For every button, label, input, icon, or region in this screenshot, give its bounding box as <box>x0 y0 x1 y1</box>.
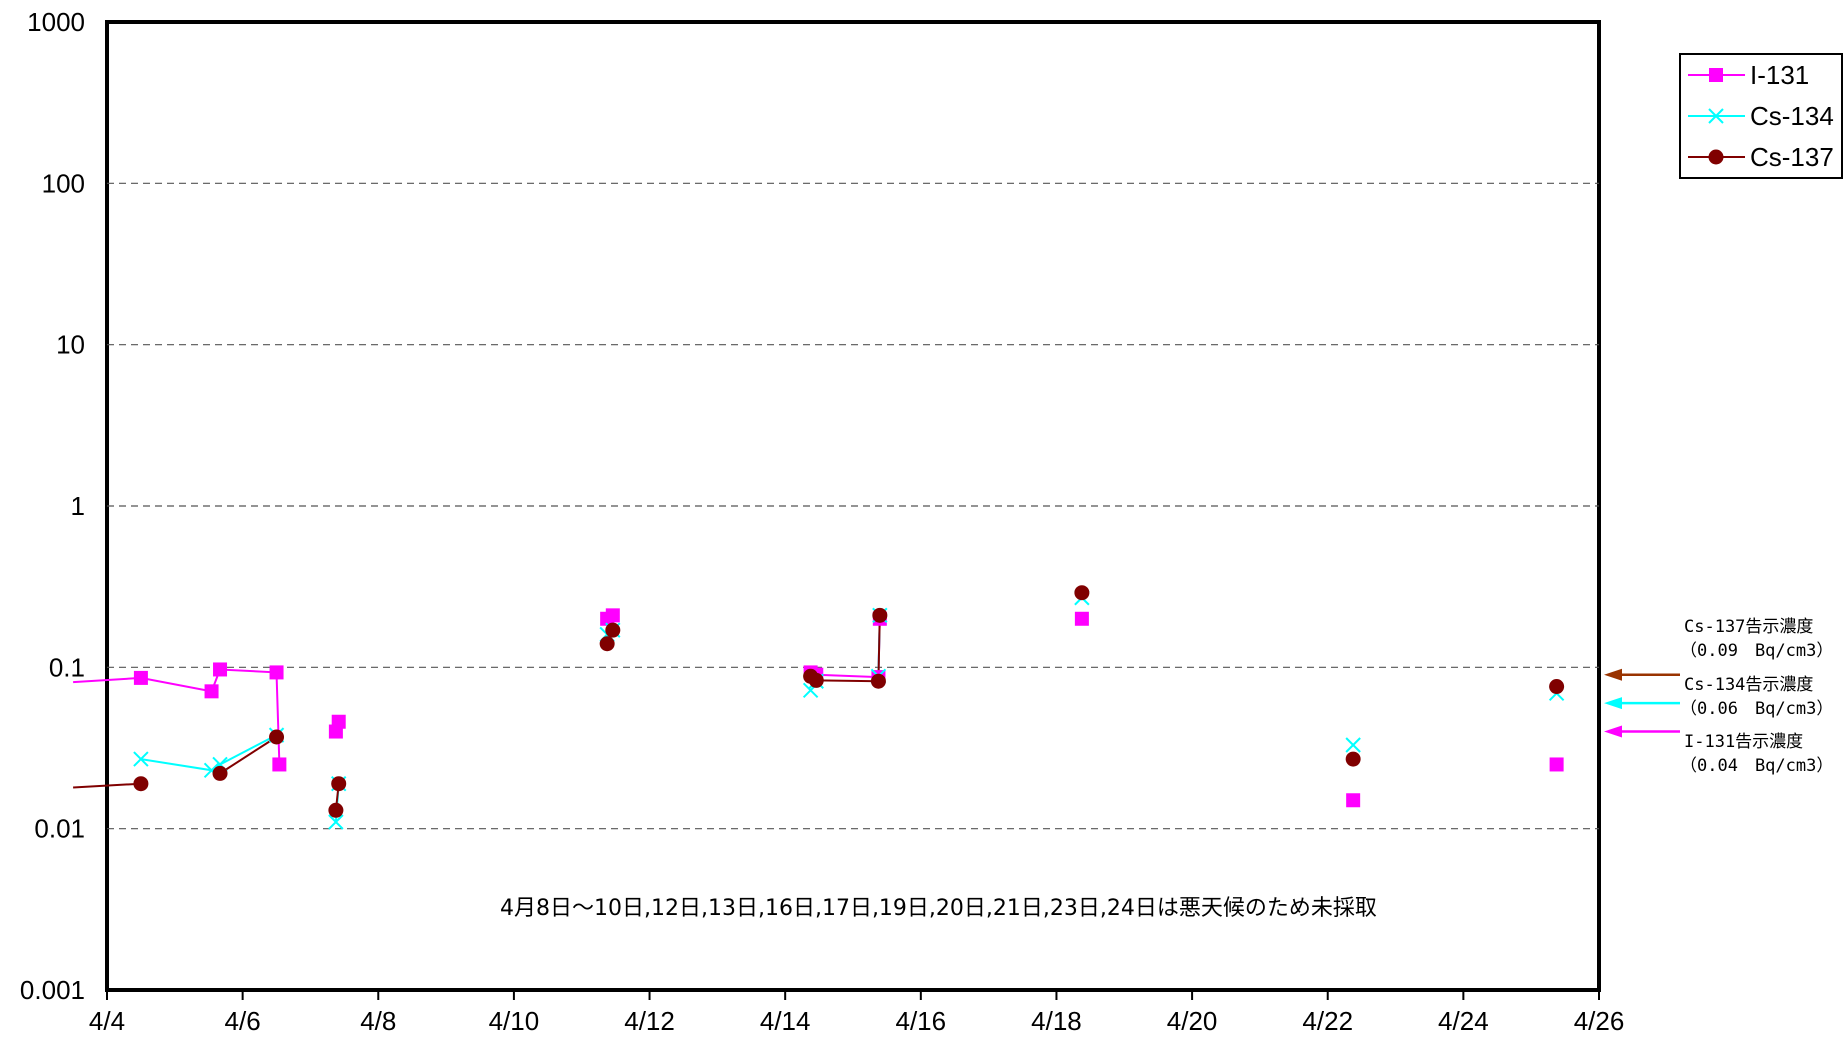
i-131-point <box>269 665 284 680</box>
cs-137-point <box>808 672 824 688</box>
y-axis-ticks: 1000 100 10 1 0.1 0.01 0.001 <box>20 7 85 1005</box>
i-131-point <box>1346 793 1361 808</box>
limit-arrow-head <box>1604 668 1622 681</box>
legend-items: I-131 Cs-134 Cs-137 <box>1688 60 1834 172</box>
limit-label: Cs-134告示濃度 <box>1684 675 1813 695</box>
x-tick-label: 4/24 <box>1438 1006 1489 1036</box>
y-tick-label: 0.1 <box>49 652 85 682</box>
x-tick-label: 4/14 <box>760 1006 811 1036</box>
legend-marker <box>1708 108 1724 124</box>
cs-137-point <box>599 636 615 652</box>
y-tick-label: 0.01 <box>34 814 85 844</box>
y-tick-label: 1 <box>71 491 85 521</box>
legend-marker <box>1708 149 1724 165</box>
cs-137-point <box>1549 679 1565 695</box>
cs-137-point <box>328 802 344 818</box>
i-131-point <box>331 714 346 729</box>
x-tick-label: 4/6 <box>225 1006 261 1036</box>
series-line <box>219 736 278 775</box>
cs-134-point <box>1345 737 1361 753</box>
i-131-point <box>1549 757 1564 772</box>
x-axis-ticks: 4/4 4/6 4/8 4/10 4/12 4/14 4/16 4/18 4/20 4/22 4/2… <box>89 990 1624 1036</box>
series-line <box>73 782 141 789</box>
cs-137-point <box>870 673 886 689</box>
i-131-point <box>1074 611 1089 626</box>
x-tick-label: 4/10 <box>489 1006 540 1036</box>
x-tick-label: 4/8 <box>360 1006 396 1036</box>
cs-137-point <box>133 776 149 792</box>
i-131-point <box>213 662 228 677</box>
annotation-note: 4月8日～10日,12日,13日,16日,17日,19日,20日,21日,23日… <box>500 896 1377 921</box>
cs-137-point <box>605 622 621 638</box>
limit-label: Cs-137告示濃度 <box>1684 617 1813 637</box>
cs-134-point <box>133 751 149 767</box>
legend-marker-stroke <box>1708 108 1724 124</box>
legend-label: I-131 <box>1750 60 1809 90</box>
y-tick-label: 0.001 <box>20 975 85 1005</box>
x-tick-label: 4/26 <box>1574 1006 1625 1036</box>
limit-label: I-131告示濃度 <box>1684 732 1803 752</box>
i-131-point <box>133 670 148 685</box>
cs-137-point <box>331 776 347 792</box>
series-line <box>73 668 281 765</box>
cs-134-point-stroke <box>1345 737 1361 753</box>
y-tick-label: 1000 <box>27 7 85 37</box>
cs-134-point-stroke <box>203 762 220 779</box>
x-tick-label: 4/18 <box>1031 1006 1082 1036</box>
limit-value: （0.06 Bq/cm3） <box>1680 699 1833 719</box>
x-tick-label: 4/12 <box>624 1006 675 1036</box>
legend-label: Cs-134 <box>1750 101 1834 131</box>
x-tick-label: 4/16 <box>896 1006 947 1036</box>
limit-value: （0.09 Bq/cm3） <box>1680 641 1833 661</box>
x-tick-label: 4/22 <box>1302 1006 1353 1036</box>
limit-value: （0.04 Bq/cm3） <box>1680 756 1833 776</box>
x-tick-label: 4/20 <box>1167 1006 1218 1036</box>
cs-137-point <box>1345 751 1361 767</box>
limit-markers: Cs-137告示濃度 （0.09 Bq/cm3） Cs-134告示濃度 （0.06 B… <box>1604 617 1833 776</box>
y-tick-label: 100 <box>42 168 85 198</box>
i-131-point <box>605 608 620 623</box>
i-131-point <box>204 684 219 699</box>
cs-137-point <box>212 765 228 781</box>
x-tick-label: 4/4 <box>89 1006 125 1036</box>
limit-arrow-head <box>1604 725 1622 738</box>
cs-137-point <box>269 729 285 745</box>
limit-arrow-head <box>1604 697 1622 710</box>
cs-137-point <box>1074 585 1090 601</box>
y-tick-label: 10 <box>56 330 85 360</box>
legend-marker <box>1709 68 1723 82</box>
cs-137-point <box>872 607 888 623</box>
series-markers <box>133 585 1565 830</box>
cs-134-point <box>328 814 344 830</box>
cs-134-point-stroke <box>328 814 344 830</box>
grid-lines <box>107 182 1599 830</box>
legend: I-131 Cs-134 Cs-137 <box>1679 53 1843 179</box>
i-131-point <box>272 757 287 772</box>
cs-134-point-stroke <box>133 751 149 767</box>
legend-label: Cs-137 <box>1750 142 1834 172</box>
